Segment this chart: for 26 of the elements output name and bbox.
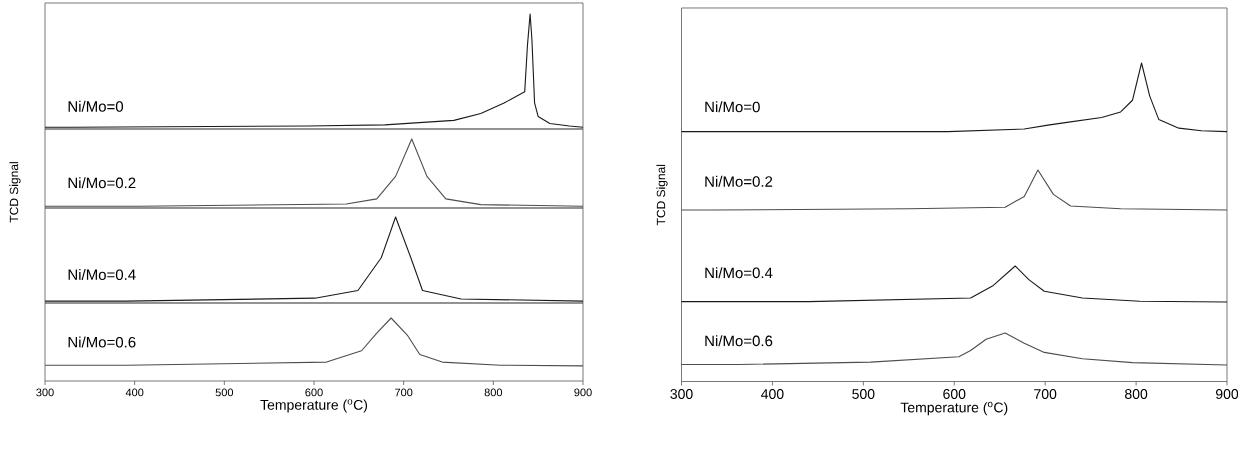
series-label: Ni/Mo=0.6 <box>68 336 136 348</box>
x-axis-title: Temperature ($^{o}$C) <box>260 399 368 413</box>
series-label: Ni/Mo=0.2 <box>705 175 773 187</box>
series-label: Ni/Mo=0.2 <box>68 177 136 189</box>
series-label: Ni/Mo=0.4 <box>68 268 136 280</box>
x-axis-title: Temperature ($^{o}$C) <box>900 401 1008 416</box>
x-tick-label: 800 <box>484 388 503 397</box>
x-tick-label: 300 <box>670 389 693 399</box>
x-tick-label: 800 <box>1125 389 1148 399</box>
x-tick-label: 600 <box>943 389 966 399</box>
series-label: Ni/Mo=0.4 <box>705 267 773 279</box>
x-tick-label: 900 <box>1215 389 1238 399</box>
x-tick-label: 700 <box>1034 389 1057 399</box>
x-tick-label: 700 <box>395 388 413 397</box>
series-label: Ni/Mo=0 <box>68 100 124 112</box>
y-axis-title: TCD Signal <box>656 164 668 226</box>
x-tick-label: 400 <box>125 388 144 397</box>
series-label: Ni/Mo=0 <box>705 101 760 113</box>
series-label: Ni/Mo=0.6 <box>705 335 773 347</box>
x-tick-label: 900 <box>574 388 592 397</box>
x-tick-label: 400 <box>761 389 784 399</box>
x-tick-label: 600 <box>305 388 323 397</box>
x-tick-label: 300 <box>36 388 54 397</box>
y-axis-title: TCD Signal <box>9 162 21 223</box>
x-tick-label: 500 <box>852 389 875 399</box>
x-tick-label: 500 <box>215 388 234 397</box>
